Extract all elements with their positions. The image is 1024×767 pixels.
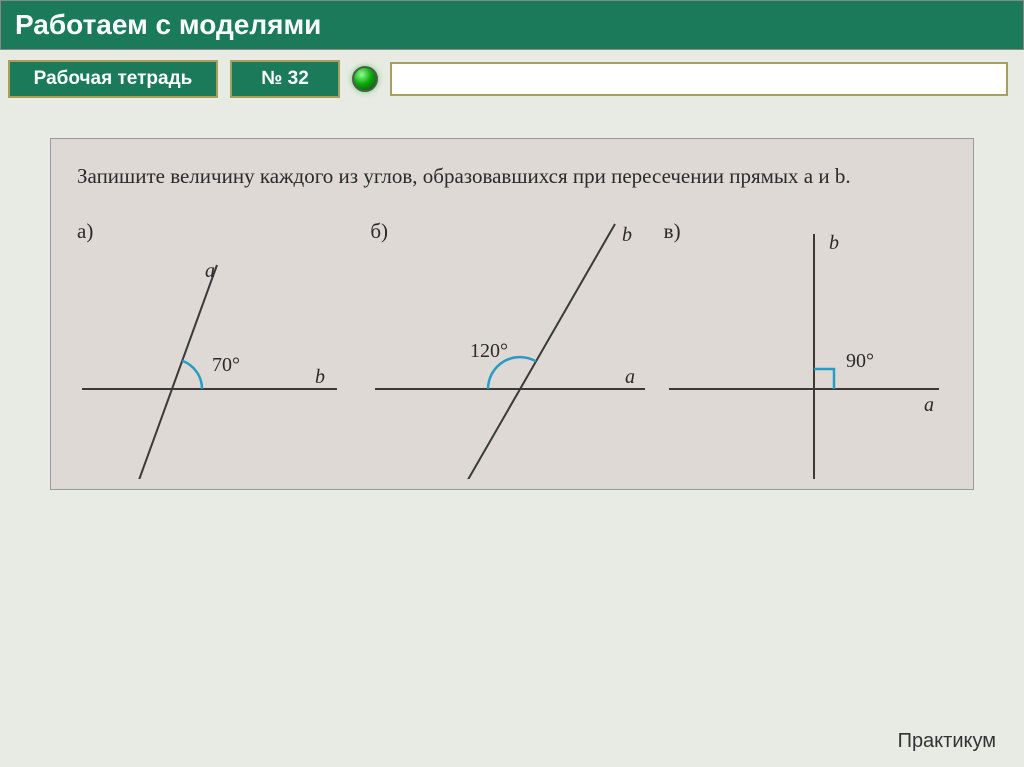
line-b — [435, 224, 615, 479]
right-angle-icon — [814, 369, 834, 389]
task-text: Запишите величину каждого из углов, обра… — [77, 161, 947, 191]
workbook-button[interactable]: Рабочая тетрадь — [8, 60, 218, 98]
line-b-label: b — [315, 366, 325, 388]
workbook-label: Рабочая тетрадь — [34, 68, 193, 89]
diagram-a: а) a b 70° — [77, 219, 360, 479]
answer-input[interactable] — [390, 62, 1008, 96]
diagram-b-svg: b a 120° — [370, 219, 660, 479]
diagram-c: в) b a 90° — [664, 219, 947, 479]
line-a-label: a — [625, 366, 635, 388]
angle-label: 120° — [470, 340, 508, 362]
diagram-c-svg: b a 90° — [664, 219, 954, 479]
page-title: Работаем с моделями — [15, 9, 321, 40]
diagram-b: б) b a 120° — [370, 219, 653, 479]
task-card: Запишите величину каждого из углов, обра… — [50, 138, 974, 490]
diagram-row: а) a b 70° б) b — [77, 219, 947, 479]
line-a-label: a — [205, 260, 215, 282]
status-indicator-icon — [352, 66, 378, 92]
line-b-label: b — [829, 232, 839, 254]
task-number-button[interactable]: № 32 — [230, 60, 340, 98]
line-a — [127, 265, 217, 479]
line-b-label: b — [622, 224, 632, 246]
angle-label: 90° — [846, 350, 874, 372]
footer-label: Практикум — [898, 730, 996, 753]
task-number-label: № 32 — [261, 68, 309, 89]
angle-label: 70° — [212, 354, 240, 376]
toolbar: Рабочая тетрадь № 32 — [0, 50, 1024, 108]
diagram-a-svg: a b 70° — [77, 219, 367, 479]
page-title-bar: Работаем с моделями — [0, 0, 1024, 50]
angle-arc — [182, 361, 202, 389]
line-a-label: a — [924, 394, 934, 416]
